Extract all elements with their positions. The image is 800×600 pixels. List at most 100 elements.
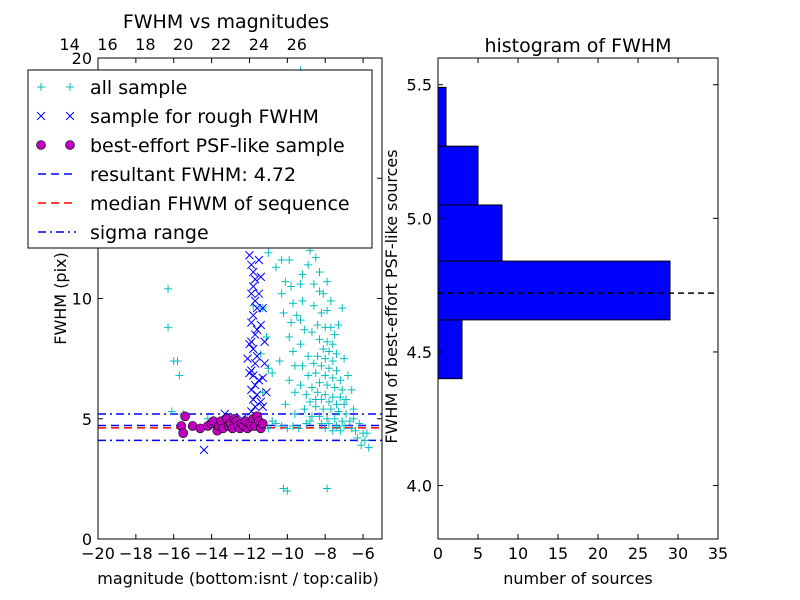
scatter-point-s0-116: [323, 414, 332, 423]
scatter-point-s1-23: [256, 397, 266, 407]
legend-marker-0b: [66, 83, 74, 91]
scatter-point-s0-76: [323, 306, 332, 315]
scatter-point-s0-120: [317, 419, 326, 428]
scatter-point-s0-59: [296, 340, 305, 349]
scatter-title: FWHM vs magnitudes: [123, 11, 329, 33]
scatter-point-s0-44: [279, 308, 288, 317]
legend-entry: sigma range: [38, 222, 209, 244]
scatter-point-s0-84: [328, 340, 337, 349]
scatter-point-s0-66: [300, 405, 309, 414]
scatter-point-s0-126: [328, 426, 337, 435]
scatter-x-ticks: −20 −18 −16 −14 −12 −10 −8 −6: [81, 58, 375, 563]
scatter-point-s1-36: [254, 289, 264, 299]
scatter-top-tick-label: 14: [59, 35, 79, 54]
scatter-point-s0-45: [287, 318, 296, 327]
scatter-point-s0-49: [275, 357, 284, 366]
scatter-point-s0-113: [334, 407, 343, 416]
scatter-top-tick-label: 26: [287, 35, 307, 54]
scatter-point-s0-43: [289, 299, 298, 308]
legend-entry: best-effort PSF-like sample: [36, 135, 345, 157]
scatter-y-tick-label: 20: [72, 49, 92, 68]
histogram-axes-frame: [437, 57, 719, 540]
scatter-point-s0-48: [289, 347, 298, 356]
scatter-point-s1-1: [247, 260, 256, 270]
scatter-point-s0-136: [342, 395, 351, 404]
scatter-point-s0-82: [315, 335, 324, 344]
scatter-top-ticks: 14 16 18 20 22 24 26: [59, 35, 307, 54]
scatter-point-s0-112: [326, 405, 335, 414]
legend-label: all sample: [90, 77, 187, 99]
histogram-y-tick-label: 5.0: [407, 209, 432, 228]
scatter-point-s2-2: [180, 411, 190, 422]
scatter-point-s0-93: [332, 366, 341, 375]
scatter-point-s0-101: [338, 385, 347, 394]
legend-marker-0a: [37, 83, 45, 91]
scatter-point-s0-13: [264, 248, 273, 257]
scatter-point-s0-83: [323, 337, 332, 346]
histogram-x-tick-label: 25: [628, 544, 648, 563]
scatter-point-s1-24: [250, 402, 260, 412]
scatter-point-s0-111: [319, 405, 328, 414]
scatter-point-s1-38: [254, 255, 264, 265]
histogram-y-tick-label: 4.5: [407, 343, 432, 362]
legend-label: sigma range: [90, 222, 209, 244]
legend-marker-2a: [36, 140, 46, 150]
histogram-bar-0: [437, 319, 463, 380]
scatter-point-s0-85: [319, 345, 328, 354]
histogram-x-tick-label: 15: [548, 544, 568, 563]
scatter-top-tick-label: 24: [249, 35, 269, 54]
scatter-y-tick-label: 0: [82, 530, 92, 549]
scatter-point-s0-139: [338, 304, 347, 313]
scatter-point-s1-6: [250, 296, 260, 306]
scatter-point-s0-60: [304, 352, 313, 361]
scatter-point-s0-134: [343, 371, 352, 380]
histogram-x-tick-label: 5: [473, 544, 483, 563]
scatter-point-s0-148: [283, 424, 292, 433]
scatter-point-s0-69: [311, 253, 320, 262]
histogram-x-tick-label: 30: [668, 544, 688, 563]
scatter-point-s0-41: [277, 289, 286, 298]
scatter-point-s0-142: [309, 359, 318, 368]
legend-entry: sample for rough FWHM: [36, 106, 319, 128]
scatter-point-s0-53: [281, 400, 290, 409]
scatter-point-s0-77: [317, 308, 326, 317]
scatter-point-s1-32: [258, 402, 268, 412]
scatter-point-s1-3: [250, 274, 260, 284]
scatter-point-s1-18: [254, 375, 264, 385]
scatter-point-s1-30: [258, 373, 268, 383]
scatter-point-s0-104: [328, 393, 337, 402]
legend-entries: all sample sample for rough FWHM best-effo…: [36, 77, 350, 244]
scatter-x-tick-label: −20: [81, 544, 115, 563]
scatter-point-s0-47: [285, 332, 294, 341]
scatter-point-s0-70: [315, 268, 324, 277]
scatter-point-s1-35: [258, 303, 268, 313]
legend-entry: resultant FWHM: 4.72: [38, 164, 296, 186]
scatter-point-s0-92: [324, 364, 333, 373]
scatter-point-s1-14: [252, 351, 262, 361]
scatter-point-s0-141: [307, 328, 316, 337]
scatter-top-tick-label: 18: [135, 35, 155, 54]
histogram-bar-4: [437, 86, 447, 147]
scatter-point-s0-36: [298, 270, 307, 279]
histogram-y-tick-label: 4.0: [407, 477, 432, 496]
scatter-point-s0-152: [264, 424, 273, 433]
scatter-point-s0-114: [342, 409, 351, 418]
histogram-x-tick-label: 35: [708, 544, 728, 563]
scatter-point-s0-42: [287, 282, 296, 291]
scatter-point-s0-80: [326, 323, 335, 332]
scatter-point-s1-29: [260, 359, 269, 368]
scatter-top-tick-label: 20: [173, 35, 193, 54]
scatter-point-s0-127: [336, 426, 345, 435]
scatter-point-s0-143: [307, 383, 316, 392]
scatter-point-s1-15: [250, 359, 260, 368]
scatter-point-s0-56: [298, 296, 307, 305]
scatter-point-s1-11: [250, 330, 260, 339]
scatter-point-s1-19: [250, 380, 260, 390]
histogram-bars: [437, 86, 671, 380]
scatter-point-s0-24: [283, 486, 292, 495]
scatter-point-s0-155: [357, 441, 366, 450]
scatter-point-s0-117: [330, 414, 339, 423]
legend-label: sample for rough FWHM: [90, 106, 319, 128]
scatter-point-s2-31: [257, 418, 268, 429]
scatter-point-s0-14: [271, 263, 280, 272]
